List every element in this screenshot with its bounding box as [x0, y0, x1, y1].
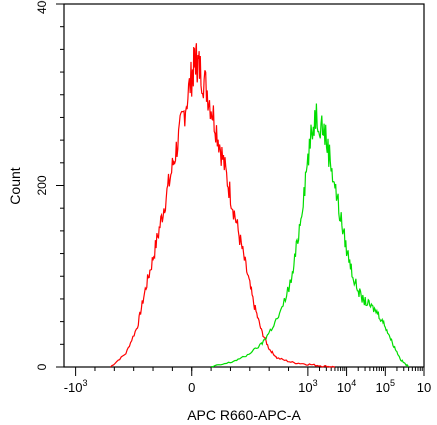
y-tick-label: 0 — [35, 363, 49, 370]
x-tick-label: 104 — [337, 378, 356, 395]
x-tick-label: 105 — [376, 378, 395, 395]
x-tick-label: 103 — [298, 378, 317, 395]
x-tick-label: 10 — [417, 380, 431, 395]
y-tick-label: 200 — [35, 175, 49, 195]
histogram-series-line — [211, 103, 410, 368]
y-axis-label: Count — [7, 167, 23, 204]
y-tick-label: 400 — [35, 0, 49, 14]
axes: 0 200 400 -103 0 103 104 105 10 — [35, 0, 431, 395]
series-group — [110, 43, 410, 368]
x-axis-label: APC R660-APC-A — [187, 407, 301, 423]
x-tick-label: -103 — [64, 378, 88, 395]
x-tick-label: 0 — [188, 380, 195, 395]
histogram-series-line — [110, 43, 336, 368]
plot-frame — [63, 3, 425, 368]
